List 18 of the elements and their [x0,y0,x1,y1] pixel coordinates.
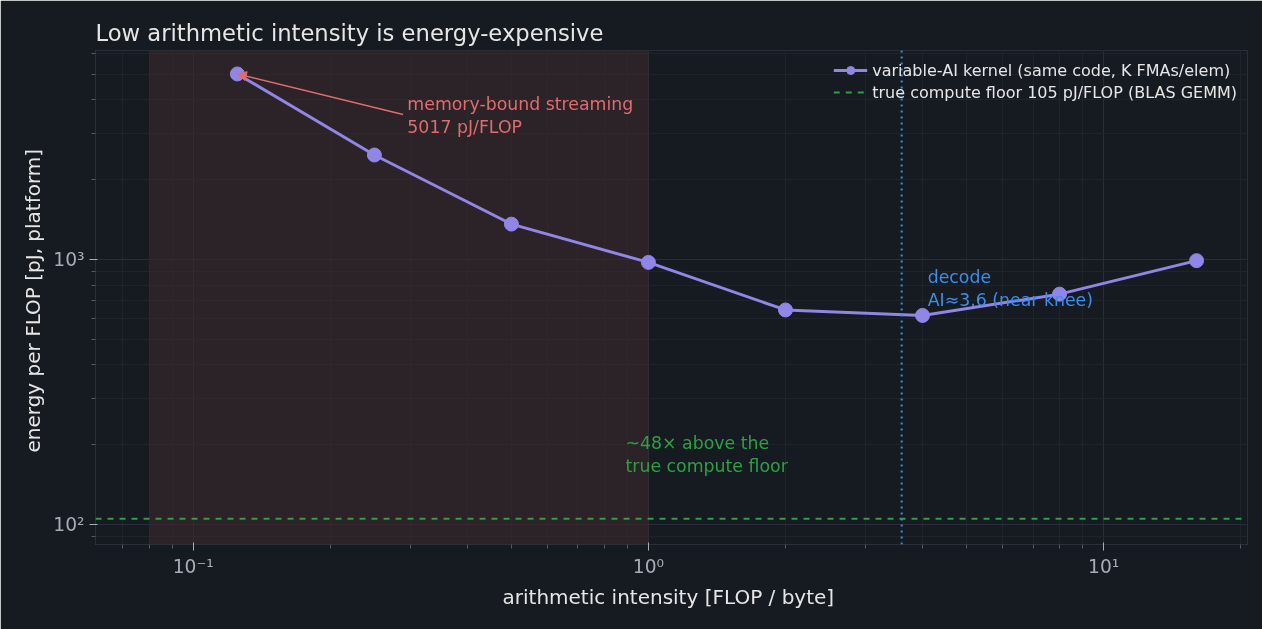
point [640,254,656,270]
y-axis-title: energy per FLOP [pJ, platform] [21,148,46,453]
point [915,307,931,323]
x-axis-title: arithmetic intensity [FLOP / byte] [502,584,835,609]
annotation: ~48× above the true compute floor [625,432,789,476]
point [503,216,519,232]
chart-title: Low arithmetic intensity is energy-expensive [95,19,604,46]
x-tick-label: 10⁰ [632,555,665,577]
annotation: memory-bound streaming 5017 pJ/FLOP [407,93,634,137]
x-tick-label: 10⁻¹ [172,555,214,577]
legend-label: true compute floor 105 pJ/FLOP (BLAS GEMM) [872,82,1237,102]
x-tick-label: 10¹ [1088,555,1120,577]
y-tick-label: 10³ [53,249,85,270]
point [366,147,382,163]
point [777,302,793,318]
legend-label: variable-AI kernel (same code, K FMAs/elem) [872,60,1231,80]
y-tick-label: 10² [53,513,85,535]
point [1189,253,1205,269]
